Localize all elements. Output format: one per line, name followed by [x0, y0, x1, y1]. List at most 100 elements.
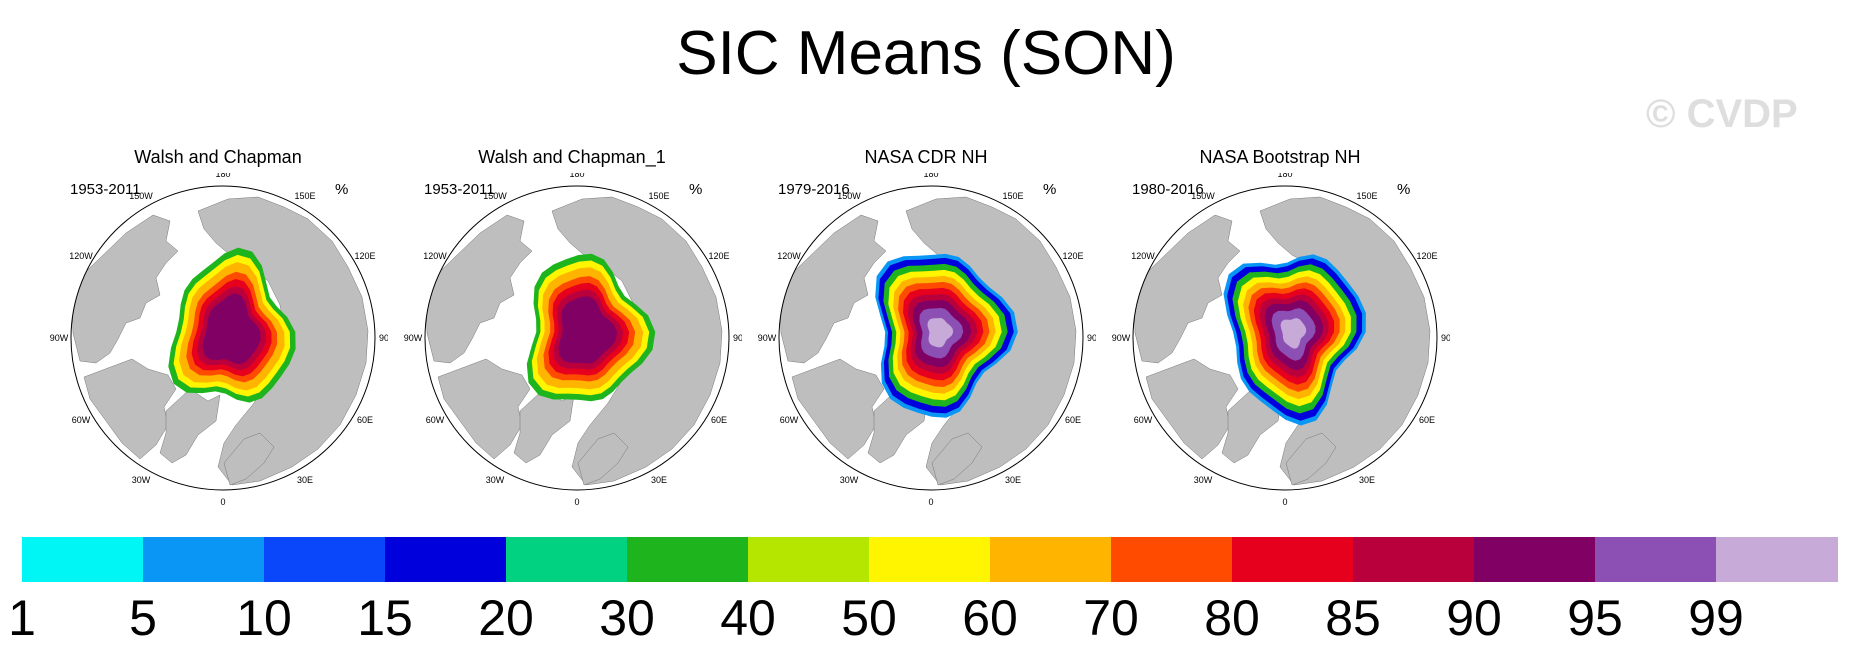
map-panel: NASA CDR NH 1979-2016% 180 150E 120E 90E 60E 30…: [756, 143, 1096, 513]
longitude-label: 150W: [483, 191, 507, 201]
longitude-label: 180: [215, 173, 230, 179]
colorbar-tick-label: 15: [357, 590, 413, 646]
land-mass: [1285, 432, 1337, 486]
panel-period: 1979-2016: [778, 181, 850, 198]
land-mass: [83, 358, 177, 460]
panel-period: 1980-2016: [1132, 181, 1204, 198]
polar-map: 180 150E 120E 90E 60E 30E 0 30W 60W 90W 120W 150W: [758, 173, 1096, 507]
map-boundary: [1132, 185, 1438, 491]
land-mass: [1133, 214, 1241, 364]
colorbar-tick-label: 99: [1688, 590, 1744, 646]
longitude-label: 60W: [72, 415, 91, 425]
colorbar-box: [990, 537, 1112, 582]
longitude-label: 150W: [837, 191, 861, 201]
colorbar-tick-label: 80: [1204, 590, 1260, 646]
panel-unit: %: [1043, 181, 1057, 198]
land-mass: [1145, 358, 1239, 460]
longitude-label: 120W: [423, 251, 447, 261]
longitude-label: 60E: [1065, 415, 1081, 425]
longitude-label: 60E: [711, 415, 727, 425]
colorbar-tick-label: 10: [236, 590, 292, 646]
map-content: [71, 186, 375, 490]
longitude-label: 30E: [297, 475, 313, 485]
sea-ice-field: [168, 247, 296, 403]
land-mass: [791, 358, 885, 460]
longitude-label: 30W: [1194, 475, 1213, 485]
colorbar-box: [1353, 537, 1475, 582]
colorbar-box: [264, 537, 386, 582]
longitude-label: 120E: [1416, 251, 1437, 261]
longitude-label: 150W: [129, 191, 153, 201]
longitude-label: 0: [220, 497, 225, 507]
figure-title: SIC Means (SON): [676, 19, 1176, 88]
longitude-label: 30E: [1005, 475, 1021, 485]
longitude-label: 150E: [1002, 191, 1023, 201]
sea-ice-field: [875, 253, 1018, 418]
longitude-label: 0: [1282, 497, 1287, 507]
longitude-label: 120W: [777, 251, 801, 261]
panel-title: Walsh and Chapman_1: [478, 147, 666, 167]
longitude-label: 90E: [1441, 333, 1450, 343]
polar-map: 180 150E 120E 90E 60E 30E 0 30W 60W 90W 120W 150W: [50, 173, 388, 507]
longitude-label: 120W: [69, 251, 93, 261]
panel-title: NASA CDR NH: [864, 147, 988, 167]
map-panel: Walsh and Chapman_1 1953-2011% 180 150E 120E…: [402, 143, 742, 513]
colorbar-box: [1232, 537, 1354, 582]
longitude-label: 30W: [132, 475, 151, 485]
longitude-label: 120E: [354, 251, 375, 261]
sic-contour: [202, 293, 261, 365]
colorbar-labels: 1 5 10 15 20 30 40 50 60 70 80 85 90 95 99: [0, 590, 1852, 650]
longitude-label: 90E: [733, 333, 742, 343]
colorbar-tick-label: 20: [478, 590, 534, 646]
longitude-label: 150E: [648, 191, 669, 201]
longitude-label: 120W: [1131, 251, 1155, 261]
longitude-label: 60E: [357, 415, 373, 425]
map-panel: Walsh and Chapman 1953-2011% 180 150E 120E 90…: [48, 143, 388, 513]
map-content: [425, 186, 729, 490]
colorbar-box: [143, 537, 265, 582]
colorbar-box: [1716, 537, 1838, 582]
panel-period: 1953-2011: [424, 181, 495, 198]
map-boundary: [70, 185, 376, 491]
colorbar-tick-label: 1: [8, 590, 36, 646]
sic-contour: [927, 318, 954, 348]
longitude-label: 30E: [1359, 475, 1375, 485]
panel-title: NASA Bootstrap NH: [1199, 147, 1361, 167]
panel-unit: %: [335, 181, 349, 198]
land-mass: [437, 358, 531, 460]
land-mass: [159, 388, 221, 464]
map-panel: NASA Bootstrap NH 1980-2016% 180 150E 120E 90…: [1110, 143, 1450, 513]
longitude-label: 180: [569, 173, 584, 179]
cvdp-watermark: © CVDP: [1646, 92, 1798, 136]
longitude-label: 150W: [1191, 191, 1215, 201]
longitude-label: 30E: [651, 475, 667, 485]
polar-map: 180 150E 120E 90E 60E 30E 0 30W 60W 90W 120W 150W: [1112, 173, 1450, 507]
sic-contour: [1280, 318, 1307, 349]
colorbar-box: [1595, 537, 1717, 582]
longitude-label: 30W: [840, 475, 859, 485]
longitude-label: 90E: [379, 333, 388, 343]
colorbar-tick-label: 95: [1567, 590, 1623, 646]
colorbar-tick-label: 5: [129, 590, 157, 646]
panel-title: Walsh and Chapman: [134, 147, 302, 167]
longitude-label: 90W: [1112, 333, 1131, 343]
longitude-label: 120E: [708, 251, 729, 261]
colorbar-box: [1111, 537, 1233, 582]
colorbar-tick-label: 30: [599, 590, 655, 646]
colorbar-box: [22, 537, 144, 582]
colorbar-box: [506, 537, 628, 582]
colorbar-box: [1474, 537, 1596, 582]
land-mass: [425, 214, 533, 364]
longitude-label: 120E: [1062, 251, 1083, 261]
land-mass: [71, 214, 179, 364]
panel-unit: %: [689, 181, 703, 198]
longitude-label: 90W: [50, 333, 69, 343]
longitude-label: 60W: [780, 415, 799, 425]
sea-ice-field: [1223, 254, 1366, 426]
land-mass: [577, 432, 629, 486]
longitude-label: 180: [1277, 173, 1292, 179]
colorbar-box: [385, 537, 507, 582]
colorbar-box: [627, 537, 749, 582]
land-mass: [223, 432, 275, 486]
longitude-label: 90W: [404, 333, 423, 343]
